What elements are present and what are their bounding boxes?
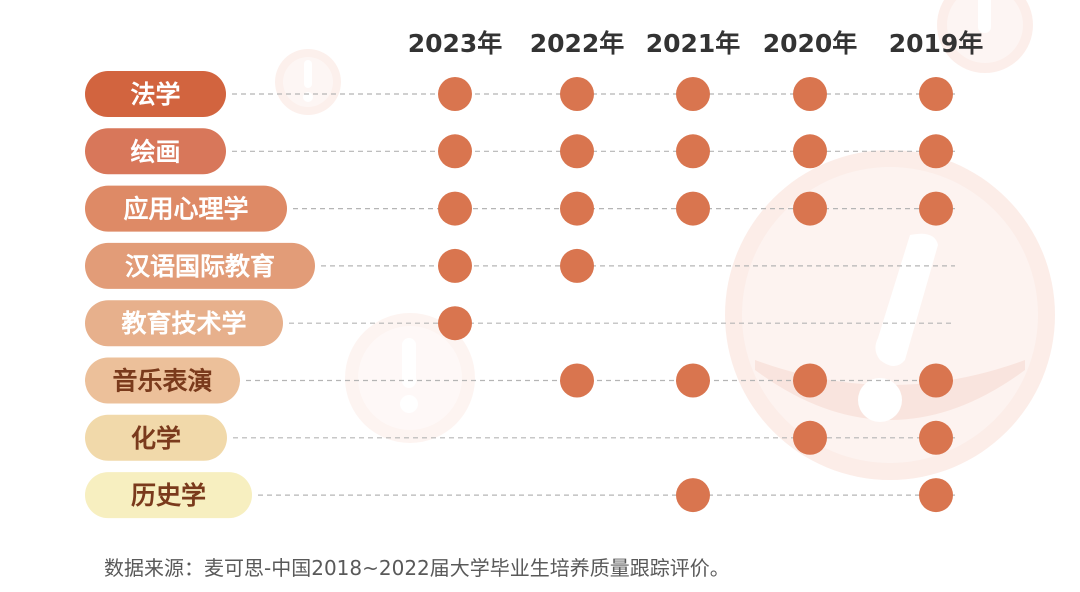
data-dot	[676, 478, 710, 513]
data-dot	[560, 77, 594, 111]
data-dot	[793, 77, 827, 111]
year-header: 2022年	[530, 29, 625, 58]
data-dot	[676, 363, 710, 398]
data-dot	[676, 191, 710, 226]
data-dot	[438, 306, 472, 341]
major-label-text: 历史学	[131, 481, 206, 510]
data-dot	[919, 134, 953, 169]
data-dot	[438, 248, 472, 283]
data-dot	[560, 134, 594, 169]
exclamation-watermark-icon-top	[937, 0, 1033, 73]
data-dot	[919, 77, 953, 111]
data-dot	[560, 363, 594, 398]
year-headers: 2023年 2022年 2021年 2020年 2019年	[408, 29, 984, 58]
major-label-text: 教育技术学	[121, 309, 246, 338]
data-dot	[919, 363, 953, 398]
major-label-text: 化学	[131, 424, 181, 453]
major-label-pill	[85, 414, 227, 461]
major-label-text: 汉语国际教育	[125, 252, 275, 281]
data-dot	[919, 420, 953, 455]
data-dot	[793, 191, 827, 226]
major-label-pill	[85, 300, 283, 347]
major-label-pill	[85, 242, 315, 289]
major-label-pill	[85, 128, 226, 175]
data-dot	[793, 363, 827, 398]
year-header: 2019年	[889, 29, 984, 58]
data-dot	[919, 191, 953, 226]
data-dot	[560, 248, 594, 283]
data-dot	[560, 191, 594, 226]
major-label-pill	[85, 357, 240, 404]
data-dot	[919, 478, 953, 513]
major-label-pill	[85, 472, 252, 519]
major-label-text: 绘画	[130, 137, 180, 166]
major-label-text: 音乐表演	[112, 367, 212, 396]
major-label-text: 应用心理学	[123, 195, 248, 224]
data-dot	[676, 77, 710, 111]
year-header: 2021年	[646, 29, 741, 58]
major-label-text: 法学	[130, 80, 180, 109]
source-note: 数据来源：麦可思-中国2018~2022届大学毕业生培养质量跟踪评价。	[104, 556, 730, 580]
year-header: 2020年	[763, 29, 858, 58]
exclamation-watermark-icon-mid	[345, 313, 475, 443]
data-dot	[438, 77, 472, 111]
data-dot	[676, 134, 710, 169]
year-header: 2023年	[408, 29, 503, 58]
data-dot	[438, 191, 472, 226]
exclamation-watermark-icon-small	[275, 49, 341, 115]
data-dot	[793, 420, 827, 455]
data-dot	[793, 134, 827, 169]
data-dot	[438, 134, 472, 169]
major-label-pill	[85, 71, 226, 117]
major-label-pill	[85, 185, 287, 232]
exclamation-watermark-icon	[725, 150, 1055, 480]
watermark-icons	[275, 0, 1055, 480]
data-dots	[438, 77, 953, 513]
